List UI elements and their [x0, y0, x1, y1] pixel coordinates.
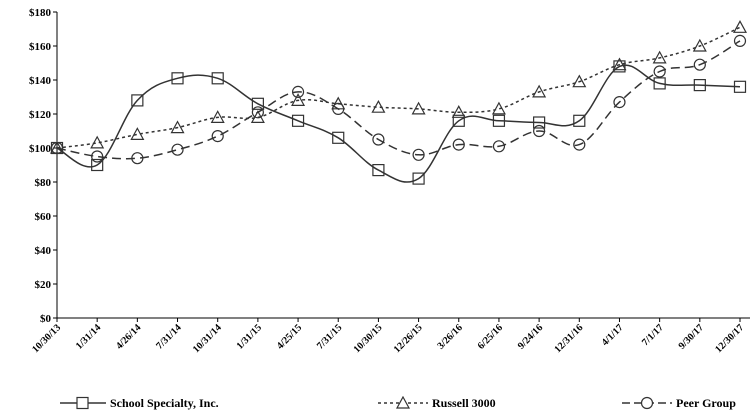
y-tick-label: $180 [29, 7, 52, 19]
data-point-square [131, 94, 144, 107]
legend-swatch-triangle [378, 396, 428, 409]
legend-label-russell-3000: Russell 3000 [432, 395, 496, 410]
x-tick-label: 4/25/15 [275, 322, 304, 351]
data-point-circle [492, 140, 506, 153]
x-tick-labels: 10/30/13 1/31/14 4/26/14 7/31/14 10/31/14 1/3… [30, 318, 746, 355]
data-point-circle [452, 138, 465, 151]
data-point-circle [372, 133, 385, 146]
legend-label-peer-group: Peer Group [676, 395, 736, 410]
series-line [56, 40, 741, 160]
data-point-square [171, 72, 184, 85]
x-tick-label: 10/30/15 [352, 322, 385, 355]
x-tick-label: 3/26/16 [435, 322, 464, 351]
y-tick-label: $160 [29, 41, 52, 53]
data-point-square [733, 80, 747, 93]
series-layer [49, 20, 748, 185]
data-point-square [291, 114, 305, 127]
data-point-triangle [732, 20, 748, 33]
data-point-triangle [532, 84, 547, 98]
data-point-triangle [411, 101, 426, 115]
x-tick-label: 9/30/17 [677, 322, 706, 351]
x-tick-label: 4/26/14 [114, 322, 143, 351]
legend-item-school-specialty: School Specialty, Inc. [60, 394, 219, 412]
data-point-circle [693, 58, 706, 71]
data-point-triangle [692, 38, 707, 52]
data-point-triangle [170, 120, 185, 134]
x-tick-label: 1/31/14 [74, 322, 103, 351]
data-point-square [452, 114, 465, 127]
data-point-square [533, 116, 546, 129]
data-point-square [693, 78, 706, 92]
y-tick-labels: $0 $20 $40 $60 $80 $100 $120 $140 $160 $180 [29, 7, 57, 325]
data-point-square [91, 158, 104, 172]
x-tick-label: 7/31/14 [154, 322, 183, 351]
data-point-triangle [130, 127, 145, 140]
data-point-square [492, 114, 506, 127]
data-point-circle [533, 124, 546, 138]
data-point-circle [91, 150, 104, 163]
x-tick-label: 6/25/16 [476, 322, 505, 351]
data-point-circle [733, 34, 747, 48]
x-tick-label: 10/30/13 [30, 322, 63, 355]
data-point-circle [653, 65, 666, 78]
data-point-circle [171, 143, 184, 156]
legend-swatch-circle [622, 396, 672, 410]
data-point-circle [251, 106, 264, 119]
data-point-circle [613, 95, 626, 109]
data-point-square [332, 131, 345, 144]
x-tick-label: 7/1/17 [640, 322, 666, 348]
x-tick-label: 12/30/17 [713, 322, 746, 355]
x-tick-label: 12/31/16 [552, 322, 585, 355]
y-tick-label: $40 [35, 245, 52, 257]
series-0 [50, 60, 747, 185]
x-tick-label: 4/1/17 [600, 322, 626, 348]
data-point-circle [412, 148, 425, 161]
data-point-circle [573, 138, 586, 151]
data-point-triangle [612, 57, 627, 71]
data-point-circle [131, 152, 144, 165]
series-2 [50, 34, 747, 165]
y-tick-label: $60 [35, 211, 52, 223]
data-point-triangle [90, 135, 105, 149]
series-line [56, 26, 741, 149]
data-point-square [573, 114, 586, 127]
data-point-triangle [451, 105, 466, 118]
y-tick-label: $0 [40, 313, 52, 325]
legend-swatch-square [60, 396, 106, 410]
data-point-triangle [371, 99, 386, 113]
series-1 [49, 20, 748, 154]
data-point-square [372, 164, 385, 177]
y-tick-label: $120 [29, 109, 52, 121]
x-tick-label: 7/31/15 [315, 322, 344, 351]
series-line [56, 64, 741, 183]
data-point-triangle [572, 74, 587, 88]
x-tick-label: 10/31/14 [191, 322, 224, 355]
data-point-square [211, 72, 224, 85]
x-tick-label: 12/26/15 [392, 322, 425, 355]
y-tick-label: $20 [35, 279, 52, 291]
y-tick-label: $80 [35, 177, 52, 189]
y-tick-label: $100 [29, 143, 52, 155]
data-point-circle [291, 85, 305, 99]
data-point-square [412, 172, 425, 185]
legend-item-russell-3000: Russell 3000 [378, 394, 496, 412]
legend-item-peer-group: Peer Group [622, 394, 736, 412]
data-point-circle [211, 130, 224, 143]
data-point-circle [50, 141, 64, 155]
data-point-circle [332, 102, 345, 116]
legend-label-school-specialty: School Specialty, Inc. [110, 395, 219, 410]
data-point-triangle [491, 101, 506, 115]
x-tick-label: 9/24/16 [516, 322, 545, 351]
data-point-square [251, 97, 264, 110]
y-tick-label: $140 [29, 75, 52, 87]
data-point-square [653, 77, 666, 90]
data-point-triangle [210, 110, 225, 124]
data-point-triangle [291, 93, 306, 107]
x-tick-label: 1/31/15 [235, 322, 264, 351]
data-point-triangle [652, 50, 667, 64]
